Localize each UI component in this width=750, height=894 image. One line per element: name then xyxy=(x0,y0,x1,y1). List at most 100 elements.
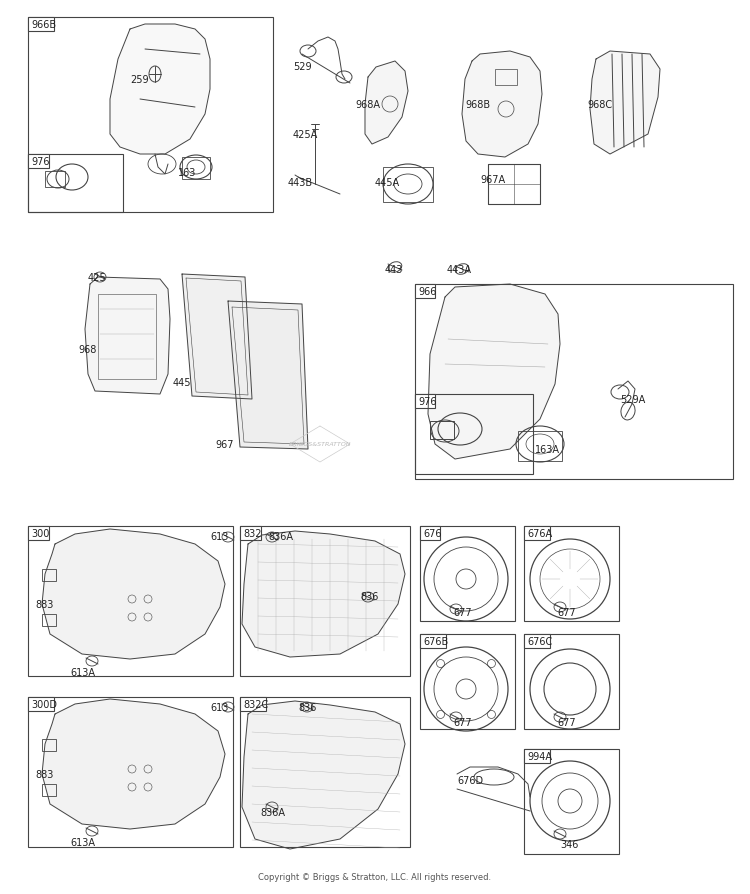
Text: 966: 966 xyxy=(418,287,436,297)
Text: 445: 445 xyxy=(173,377,191,388)
Bar xyxy=(28,18,273,213)
Bar xyxy=(415,394,436,409)
Bar xyxy=(415,394,533,475)
Bar xyxy=(28,527,233,676)
Text: 994A: 994A xyxy=(527,751,552,761)
Bar xyxy=(42,569,56,581)
Text: 613: 613 xyxy=(210,702,229,713)
Text: 968A: 968A xyxy=(355,100,380,110)
Text: 443A: 443A xyxy=(447,265,472,274)
Bar xyxy=(383,168,433,203)
Text: 613: 613 xyxy=(210,531,229,542)
Polygon shape xyxy=(590,52,660,155)
Text: 967A: 967A xyxy=(480,175,505,185)
Bar xyxy=(420,527,515,621)
Bar xyxy=(28,697,54,712)
Text: 677: 677 xyxy=(557,717,575,727)
Text: 613A: 613A xyxy=(70,667,95,678)
Text: 968B: 968B xyxy=(465,100,490,110)
Text: 259: 259 xyxy=(130,75,149,85)
Bar xyxy=(524,527,619,621)
Bar xyxy=(415,284,436,299)
Text: 676D: 676D xyxy=(457,775,483,785)
Bar xyxy=(488,164,540,205)
Bar xyxy=(524,634,550,648)
Bar xyxy=(28,697,233,847)
Text: Copyright © Briggs & Stratton, LLC. All rights reserved.: Copyright © Briggs & Stratton, LLC. All … xyxy=(259,873,491,881)
Polygon shape xyxy=(462,52,542,158)
Polygon shape xyxy=(428,284,560,460)
Text: 300D: 300D xyxy=(31,699,57,709)
Bar xyxy=(415,284,733,479)
Text: 529: 529 xyxy=(293,62,311,72)
Polygon shape xyxy=(242,531,405,657)
Bar xyxy=(240,697,266,712)
Bar xyxy=(430,422,454,440)
Text: 967: 967 xyxy=(215,440,233,450)
Bar xyxy=(524,749,619,854)
Bar xyxy=(524,749,550,763)
Text: 425: 425 xyxy=(88,273,106,283)
Text: 968: 968 xyxy=(78,344,97,355)
Text: 832C: 832C xyxy=(243,699,268,709)
Bar xyxy=(240,527,410,676)
Bar xyxy=(98,295,156,380)
Bar xyxy=(518,432,562,461)
Text: 883: 883 xyxy=(35,599,53,610)
Text: 346: 346 xyxy=(560,839,578,849)
Text: 529A: 529A xyxy=(620,394,645,405)
Bar xyxy=(495,70,517,86)
Polygon shape xyxy=(85,278,170,394)
Text: 836: 836 xyxy=(360,591,378,602)
Text: 677: 677 xyxy=(453,607,472,618)
Bar xyxy=(420,634,515,730)
Bar xyxy=(420,634,446,648)
Text: 676A: 676A xyxy=(527,528,552,538)
Text: 300: 300 xyxy=(31,528,50,538)
Text: 677: 677 xyxy=(557,607,575,618)
Text: 163: 163 xyxy=(178,168,197,178)
Bar xyxy=(182,158,210,180)
Text: 976: 976 xyxy=(418,397,436,407)
Polygon shape xyxy=(110,25,210,155)
Text: 677: 677 xyxy=(453,717,472,727)
Text: 676C: 676C xyxy=(527,637,552,646)
Text: 836: 836 xyxy=(298,702,316,713)
Polygon shape xyxy=(242,701,405,849)
Bar xyxy=(28,18,54,32)
Text: 425A: 425A xyxy=(293,130,318,139)
Bar xyxy=(488,164,540,205)
Text: 676B: 676B xyxy=(423,637,448,646)
Text: 968C: 968C xyxy=(587,100,612,110)
Text: 976: 976 xyxy=(31,156,50,167)
Bar xyxy=(45,172,65,188)
Polygon shape xyxy=(182,274,252,400)
Bar xyxy=(28,155,49,169)
Polygon shape xyxy=(228,301,308,450)
Text: 445A: 445A xyxy=(375,178,400,188)
Text: 613A: 613A xyxy=(70,837,95,847)
Bar xyxy=(42,784,56,797)
Text: 676: 676 xyxy=(423,528,442,538)
Bar xyxy=(42,739,56,751)
Bar xyxy=(240,527,260,540)
Polygon shape xyxy=(42,699,225,829)
Text: 832: 832 xyxy=(243,528,262,538)
Text: 966B: 966B xyxy=(31,20,56,30)
Bar xyxy=(524,527,550,540)
Text: 443: 443 xyxy=(385,265,404,274)
Text: 443B: 443B xyxy=(288,178,313,188)
Bar xyxy=(28,155,123,213)
Bar xyxy=(42,614,56,627)
Bar xyxy=(524,634,619,730)
Polygon shape xyxy=(42,529,225,659)
Text: 836A: 836A xyxy=(268,531,293,542)
Bar xyxy=(420,527,440,540)
Text: 836A: 836A xyxy=(260,807,285,817)
Polygon shape xyxy=(365,62,408,145)
Text: BRIGGS&STRATTON: BRIGGS&STRATTON xyxy=(289,442,351,447)
Bar xyxy=(28,527,49,540)
Text: 163A: 163A xyxy=(535,444,560,454)
Bar xyxy=(240,697,410,847)
Text: 883: 883 xyxy=(35,769,53,780)
